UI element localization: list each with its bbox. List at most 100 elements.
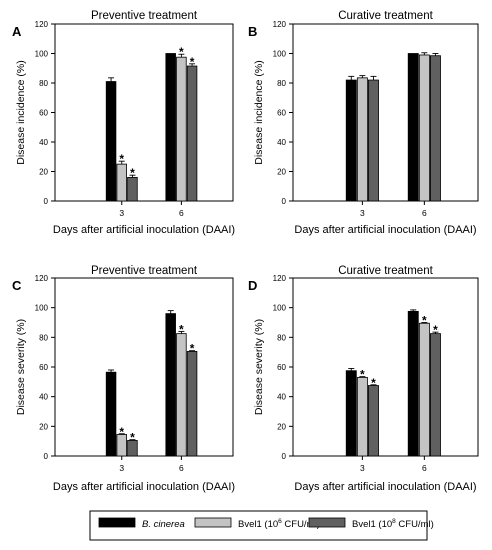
- bar-bvel1-1e8: [429, 55, 441, 202]
- y-tick-label: 120: [273, 274, 287, 283]
- chart-title: Curative treatment: [338, 10, 433, 22]
- x-tick-label: 3: [119, 463, 124, 473]
- panel-label: C: [12, 278, 22, 293]
- panel-label: A: [12, 24, 22, 39]
- significance-star: *: [360, 368, 365, 382]
- bar-bvel1-1e6: [176, 333, 187, 457]
- bar-bcinerea: [345, 370, 357, 457]
- plot-frame: [54, 23, 234, 202]
- legend-swatch-bvel1-1e6: [194, 517, 232, 528]
- y-tick-label: 60: [277, 109, 286, 118]
- bar-bvel1-1e6: [176, 56, 187, 202]
- chart-title: Preventive treatment: [91, 265, 198, 277]
- legend-label-bvel1-1e6: Bvel1 (106 CFU/ml): [238, 518, 320, 530]
- x-axis-label: Days after artificial inoculation (DAAI): [294, 224, 476, 236]
- y-axis-label: Disease severity (%): [15, 319, 27, 415]
- bar-bcinerea: [407, 53, 419, 202]
- chart-panel-a: A Preventive treatment 0 20 40 60 80 100 120 Dise…: [12, 10, 235, 236]
- x-axis-label: Days after artificial inoculation (DAAI): [53, 224, 235, 236]
- y-tick-label: 80: [39, 79, 48, 88]
- y-tick-label: 80: [277, 333, 286, 342]
- panel-label: D: [248, 278, 257, 293]
- y-axis-label: Disease incidence (%): [15, 60, 27, 164]
- legend-label-bcinerea: B. cinerea: [142, 519, 185, 530]
- legend-swatch-bvel1-1e8: [308, 517, 346, 528]
- y-tick-label: 100: [273, 304, 287, 313]
- bar-bvel1-1e8: [186, 65, 198, 202]
- x-tick-label: 3: [119, 208, 124, 218]
- bar-bcinerea: [165, 53, 176, 202]
- x-axis-label: Days after artificial inoculation (DAAI): [294, 481, 476, 493]
- y-tick-label: 60: [39, 363, 48, 372]
- significance-star: *: [190, 342, 195, 356]
- bar-bvel1-1e8: [368, 385, 379, 457]
- y-tick-label: 120: [35, 20, 49, 29]
- y-tick-label: 20: [277, 168, 286, 177]
- chart-title: Preventive treatment: [91, 10, 198, 22]
- x-tick-label: 6: [179, 463, 184, 473]
- y-tick-label: 60: [277, 363, 286, 372]
- bar-bcinerea: [345, 79, 357, 202]
- bar-bvel1-1e8: [186, 351, 198, 457]
- y-tick-label: 80: [39, 333, 48, 342]
- significance-star: *: [433, 323, 438, 337]
- legend-label-bvel1-1e8: Bvel1 (108 CFU/ml): [352, 518, 434, 530]
- significance-star: *: [371, 376, 376, 390]
- y-tick-label: 0: [282, 452, 287, 461]
- bar-bcinerea: [105, 371, 117, 457]
- y-tick-label: 100: [35, 50, 49, 59]
- y-tick-label: 60: [39, 109, 48, 118]
- y-axis-label: Disease severity (%): [253, 319, 265, 415]
- panel-label: B: [248, 24, 257, 39]
- significance-star: *: [190, 55, 195, 69]
- y-tick-label: 100: [273, 50, 287, 59]
- y-tick-label: 80: [277, 79, 286, 88]
- bar-bvel1-1e6: [418, 322, 430, 457]
- chart-panel-b: B Curative treatment 0 20 40 60 80 100 120 Diseas…: [248, 10, 479, 236]
- y-tick-label: 0: [282, 197, 287, 206]
- significance-star: *: [119, 152, 124, 166]
- x-tick-label: 3: [360, 463, 365, 473]
- plot-frame: [54, 277, 234, 457]
- legend-box: [89, 510, 428, 541]
- legend-swatch-bcinerea: [98, 517, 136, 528]
- x-tick-label: 6: [422, 208, 427, 218]
- y-tick-label: 120: [273, 20, 287, 29]
- y-tick-label: 40: [277, 393, 286, 402]
- bar-bvel1-1e6: [356, 77, 368, 202]
- y-tick-label: 40: [277, 138, 286, 147]
- bar-bvel1-1e8: [368, 79, 379, 202]
- bar-bvel1-1e8: [127, 176, 138, 202]
- y-tick-label: 120: [35, 274, 49, 283]
- significance-star: *: [179, 322, 184, 336]
- y-tick-label: 40: [39, 393, 48, 402]
- plot-frame: [292, 23, 479, 202]
- chart-panel-d: D Curative treatment 0 20 40 60 80 100 120 Diseas…: [248, 265, 479, 493]
- significance-star: *: [422, 314, 427, 328]
- bar-bcinerea: [165, 313, 176, 457]
- y-tick-label: 20: [39, 168, 48, 177]
- significance-star: *: [130, 166, 135, 180]
- y-tick-label: 0: [44, 452, 49, 461]
- bar-bvel1-1e8: [429, 333, 441, 457]
- y-tick-label: 0: [44, 197, 49, 206]
- x-tick-label: 3: [360, 208, 365, 218]
- bar-bcinerea: [105, 81, 117, 202]
- plot-frame: [292, 277, 479, 457]
- bar-bvel1-1e6: [418, 54, 430, 202]
- significance-star: *: [130, 431, 135, 445]
- x-tick-label: 6: [179, 208, 184, 218]
- significance-star: *: [119, 425, 124, 439]
- x-tick-label: 6: [422, 463, 427, 473]
- x-axis-label: Days after artificial inoculation (DAAI): [53, 481, 235, 493]
- y-tick-label: 20: [39, 422, 48, 431]
- bar-bvel1-1e6: [356, 376, 368, 457]
- significance-star: *: [179, 45, 184, 59]
- y-tick-label: 100: [35, 304, 49, 313]
- bar-bvel1-1e6: [116, 163, 127, 202]
- chart-title: Curative treatment: [338, 265, 433, 277]
- bar-bcinerea: [407, 310, 419, 457]
- legend: B. cinerea Bvel1 (106 CFU/ml) Bvel1 (108…: [89, 510, 434, 541]
- y-tick-label: 20: [277, 422, 286, 431]
